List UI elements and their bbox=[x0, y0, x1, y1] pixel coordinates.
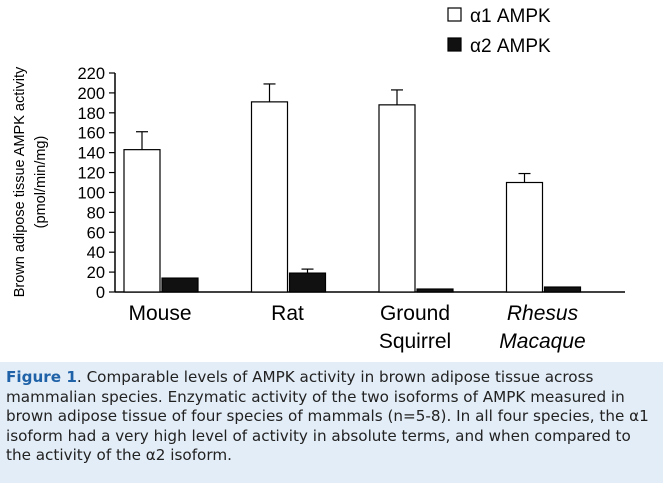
y-tick-label: 160 bbox=[77, 125, 105, 143]
x-tick-label: Rhesus bbox=[507, 302, 579, 325]
y-tick-label: 100 bbox=[77, 184, 105, 202]
y-tick-label: 60 bbox=[87, 224, 105, 242]
bar-alpha2 bbox=[161, 277, 199, 293]
legend-label: α2 AMPK bbox=[470, 36, 551, 57]
bar-alpha1 bbox=[505, 181, 544, 293]
y-tick-label: 120 bbox=[77, 165, 105, 183]
figure-caption: Figure 1. Comparable levels of AMPK acti… bbox=[0, 362, 663, 483]
caption-label: Figure 1 bbox=[6, 368, 77, 386]
bar-alpha2 bbox=[288, 272, 327, 293]
x-tick-label: Macaque bbox=[499, 330, 585, 353]
legend-swatch bbox=[447, 7, 462, 22]
bar-alpha1 bbox=[378, 104, 416, 293]
y-tick-label: 180 bbox=[77, 105, 105, 123]
y-tick-label: 200 bbox=[77, 85, 105, 103]
x-tick-label: Squirrel bbox=[379, 330, 451, 353]
x-tick-label: Ground bbox=[380, 302, 450, 325]
y-axis-title: (pmol/min/mg) bbox=[33, 136, 49, 229]
y-axis-title: Brown adipose tissue AMPK activity bbox=[12, 66, 28, 297]
legend-label: α1 AMPK bbox=[470, 6, 551, 27]
bar-chart: 0 20 40 60 80 100 120 140 160 180 200 220 Brown adip… bbox=[12, 6, 625, 353]
y-tick-label: 40 bbox=[87, 244, 105, 262]
y-tick-label: 80 bbox=[87, 204, 105, 222]
x-tick-label: Mouse bbox=[128, 302, 191, 325]
y-tick-label: 220 bbox=[77, 65, 105, 83]
bar-alpha2 bbox=[416, 288, 454, 293]
legend-swatch bbox=[447, 37, 462, 52]
x-tick-label: Rat bbox=[271, 302, 304, 325]
bar-alpha1 bbox=[123, 149, 161, 293]
y-tick-label: 0 bbox=[96, 284, 105, 302]
caption-text: . Comparable levels of AMPK activity in … bbox=[6, 368, 649, 464]
bar-alpha1 bbox=[250, 101, 289, 293]
y-tick-label: 140 bbox=[77, 145, 105, 163]
y-tick-label: 20 bbox=[87, 264, 105, 282]
bar-alpha2 bbox=[543, 286, 582, 293]
